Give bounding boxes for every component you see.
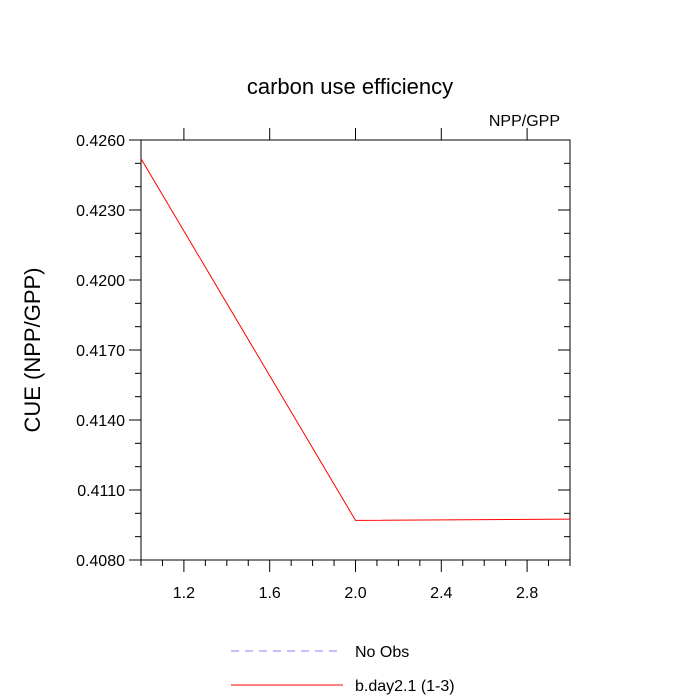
x-tick-label: 2.4 <box>430 585 452 602</box>
y-tick-label: 0.4170 <box>76 343 125 360</box>
plot-frame <box>140 139 571 561</box>
x-tick-label: 1.2 <box>173 585 195 602</box>
chart-subtitle: NPP/GPP <box>489 113 560 130</box>
axis-ticks <box>129 128 571 572</box>
chart-title: carbon use efficiency <box>247 74 453 99</box>
legend-label-1: b.day2.1 (1-3) <box>355 678 455 695</box>
y-tick-label: 0.4140 <box>76 413 125 430</box>
y-axis-label: CUE (NPP/GPP) <box>20 267 45 432</box>
series-line-1 <box>140 158 571 521</box>
x-tick-label: 2.8 <box>516 585 538 602</box>
x-tick-label: 2.0 <box>344 585 366 602</box>
legend-label-0: No Obs <box>355 644 409 661</box>
legend: No Obs b.day2.1 (1-3) <box>231 644 455 695</box>
axis-tick-labels: 1.2 1.6 2.0 2.4 2.8 0.4080 0.4110 0.4140 0.4170 0… <box>76 133 538 602</box>
y-tick-label: 0.4230 <box>76 203 125 220</box>
y-tick-label: 0.4200 <box>76 273 125 290</box>
data-series <box>140 158 571 521</box>
y-tick-label: 0.4080 <box>76 553 125 570</box>
y-tick-label: 0.4260 <box>76 133 125 150</box>
y-tick-label: 0.4110 <box>77 483 125 500</box>
x-tick-label: 1.6 <box>259 585 281 602</box>
